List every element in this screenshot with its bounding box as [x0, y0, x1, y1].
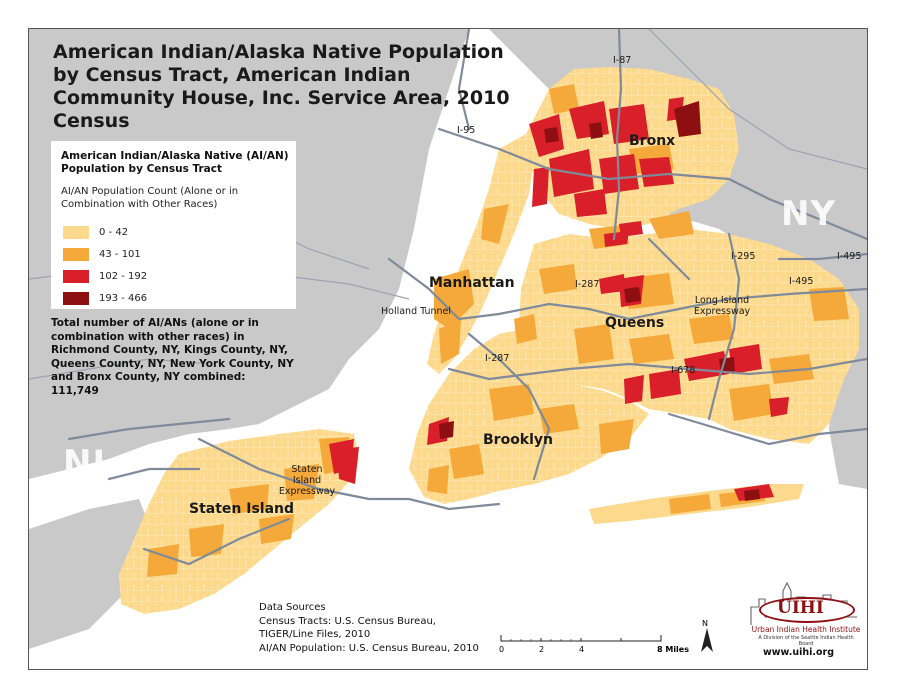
- new-jersey-south: [29, 499, 159, 649]
- label-ny-state: NY: [781, 194, 837, 234]
- uihi-logo: UIHI Urban Indian Health Institute A Div…: [749, 577, 861, 667]
- label-staten-island-expressway: Staten Island Expressway: [278, 464, 336, 497]
- label-holland-tunnel: Holland Tunnel: [381, 306, 452, 317]
- label-i495-east: I-495: [837, 251, 862, 262]
- label-i287-south: I-287: [485, 353, 510, 364]
- north-label: N: [702, 619, 708, 628]
- sources-heading: Data Sources: [259, 602, 326, 613]
- legend-panel: American Indian/Alaska Native (AI/AN) Po…: [51, 141, 296, 309]
- sources-line: TIGER/Line Files, 2010: [259, 629, 371, 640]
- legend-swatch: [63, 270, 89, 283]
- logo-initials: UIHI: [777, 598, 824, 618]
- label-i87: I-87: [613, 55, 632, 66]
- legend-label: 193 - 466: [99, 293, 148, 304]
- legend-row: 43 - 101: [63, 247, 141, 262]
- label-i678: I-678: [671, 365, 696, 376]
- scale-bar-graphic: [500, 635, 662, 642]
- legend-subtitle: AI/AN Population Count (Alone or in Comb…: [61, 186, 239, 210]
- label-i287-north: I-287: [575, 279, 600, 290]
- legend-row: 102 - 192: [63, 269, 147, 284]
- label-queens: Queens: [605, 315, 665, 331]
- legend-label: 0 - 42: [99, 227, 129, 238]
- label-bronx: Bronx: [629, 133, 676, 149]
- total-population-note: Total number of AI/ANs (alone or in comb…: [51, 317, 294, 397]
- label-long-island-expressway: Long Island Expressway: [693, 295, 751, 317]
- north-arrow-icon: [701, 628, 713, 652]
- data-sources: Data Sources Census Tracts: U.S. Census …: [259, 601, 479, 655]
- label-i295: I-295: [731, 251, 756, 262]
- logo-url: www.uihi.org: [763, 647, 834, 658]
- north-arrow: N: [697, 619, 717, 653]
- legend-label: 102 - 192: [99, 271, 148, 282]
- sources-line: Census Tracts: U.S. Census Bureau,: [259, 615, 436, 627]
- legend-row: 0 - 42: [63, 225, 128, 240]
- logo-tagline: A Division of the Seattle Indian Health …: [758, 635, 854, 647]
- legend-swatch: [63, 226, 89, 239]
- legend-swatch: [63, 292, 89, 305]
- tracts-193-466: [439, 101, 760, 501]
- scale-tick-label: 0: [499, 645, 505, 654]
- scale-tick-label: 4: [579, 645, 585, 654]
- sources-line: AI/AN Population: U.S. Census Bureau, 20…: [259, 642, 479, 654]
- label-manhattan: Manhattan: [429, 275, 515, 291]
- legend-label: 43 - 101: [99, 249, 141, 260]
- legend-swatch: [63, 248, 89, 261]
- label-i95: I-95: [457, 125, 476, 136]
- legend-row: 193 - 466: [63, 291, 147, 306]
- label-brooklyn: Brooklyn: [483, 432, 554, 448]
- label-i495: I-495: [789, 276, 814, 287]
- logo-emblem: [759, 597, 855, 623]
- legend-title: American Indian/Alaska Native (AI/AN) Po…: [61, 150, 289, 175]
- label-staten-island: Staten Island: [189, 501, 295, 517]
- scale-tick-label: 2: [539, 645, 545, 654]
- map-frame: American Indian/Alaska Native Population…: [28, 28, 868, 670]
- tracts-43-101: [147, 84, 849, 577]
- scale-tick-label: 8 Miles: [657, 645, 689, 654]
- highways: [67, 29, 867, 566]
- map-title: American Indian/Alaska Native Population…: [53, 41, 510, 132]
- label-nj-state: NJ: [63, 443, 107, 483]
- scale-bar: 0 2 4 8 Miles: [499, 631, 699, 661]
- map-canvas: [29, 29, 867, 669]
- logo-name: Urban Indian Health Institute: [751, 625, 861, 634]
